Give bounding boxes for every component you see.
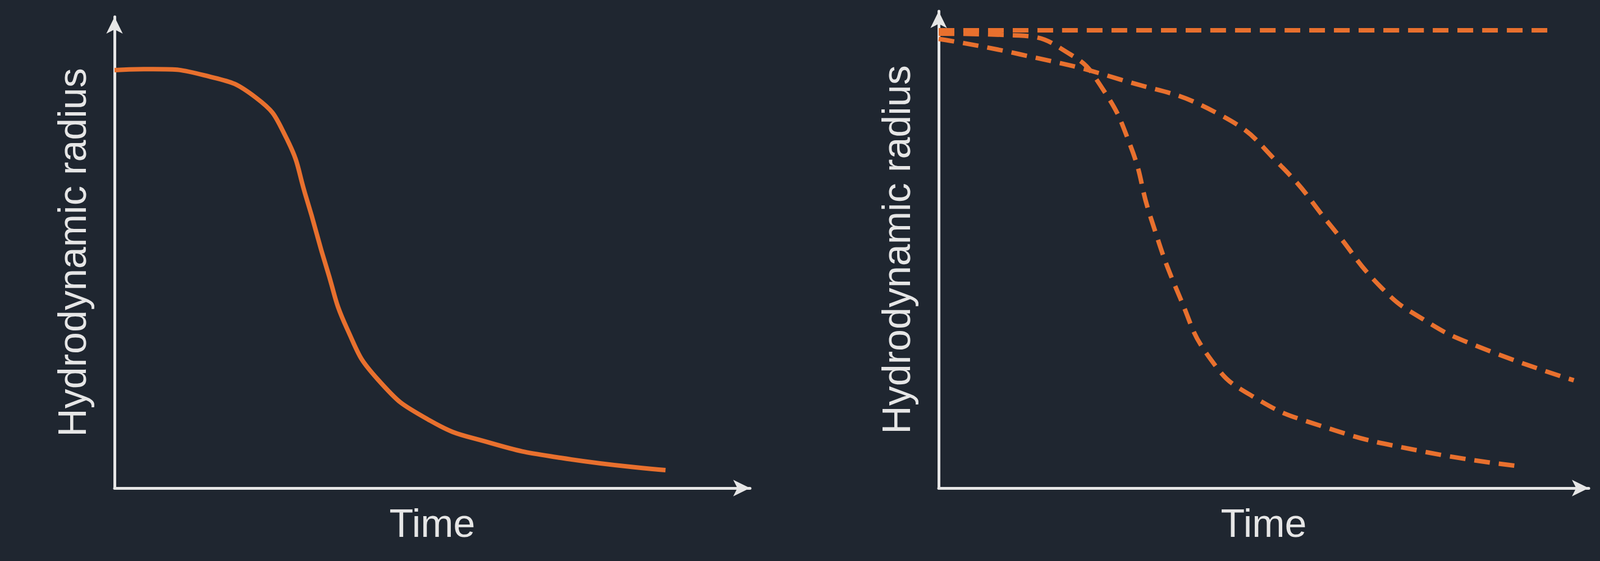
svg-text:Hydrodynamic radius: Hydrodynamic radius xyxy=(874,65,919,434)
svg-text:Hydrodynamic radius: Hydrodynamic radius xyxy=(50,67,95,437)
svg-text:Time: Time xyxy=(389,501,476,546)
svg-text:Time: Time xyxy=(1221,501,1307,546)
